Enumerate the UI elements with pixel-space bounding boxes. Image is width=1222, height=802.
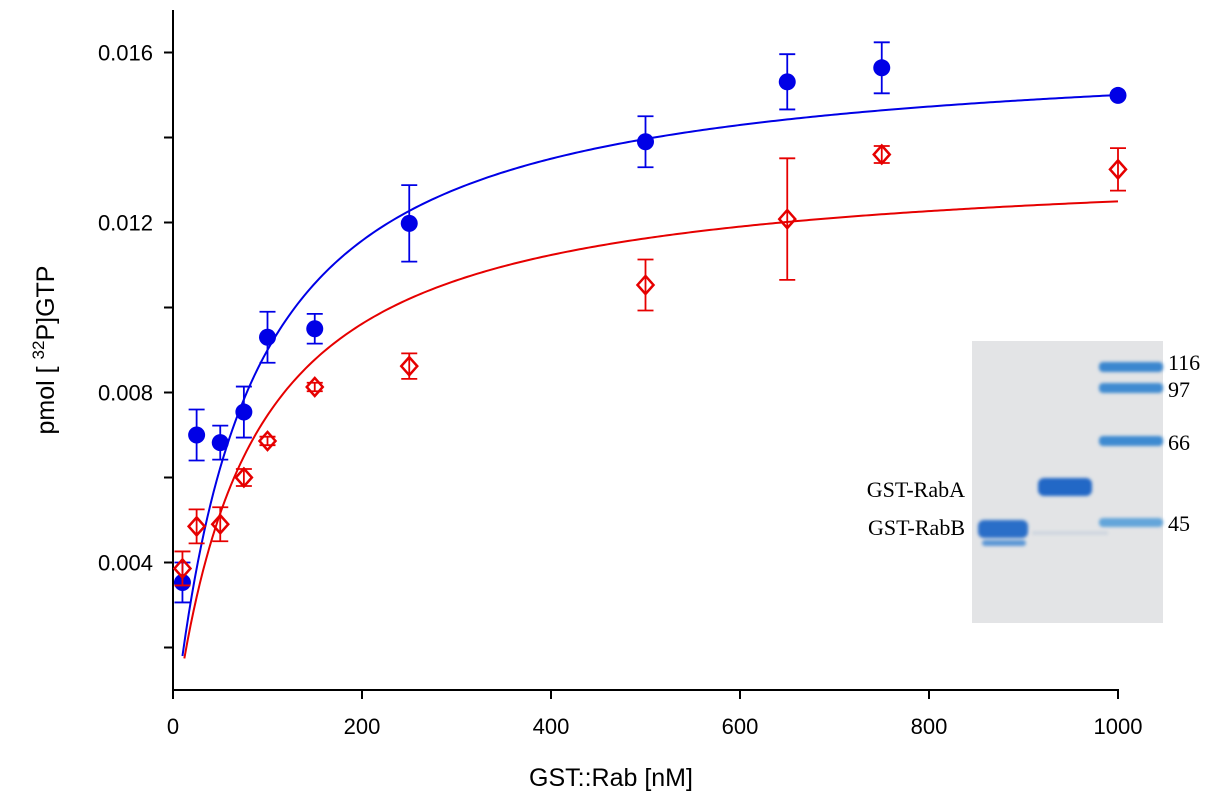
error-bar bbox=[1110, 148, 1126, 191]
lane-label: GST-RabA bbox=[867, 477, 965, 502]
gel-inset: GST-RabA GST-RabB 116 97 66 45 bbox=[867, 341, 1200, 623]
y-tick-label: 0.008 bbox=[98, 381, 153, 406]
y-title-sup: 32 bbox=[29, 341, 48, 360]
marker-label: 45 bbox=[1168, 511, 1190, 536]
marker-label: 66 bbox=[1168, 430, 1190, 455]
y-axis-title: pmol [ 32P]GTP bbox=[29, 266, 60, 435]
data-point bbox=[259, 329, 276, 346]
y-tick-label: 0.004 bbox=[98, 551, 153, 576]
error-bar bbox=[236, 469, 252, 486]
data-point bbox=[401, 215, 418, 232]
data-point bbox=[235, 404, 252, 421]
x-axis-title: GST::Rab [nM] bbox=[529, 764, 693, 792]
x-tick-label: 400 bbox=[533, 714, 570, 739]
data-point bbox=[873, 59, 890, 76]
chart: GST::Rab [nM] pmol [ 32P]GTP GST-RabA GS… bbox=[0, 0, 1222, 802]
x-tick-label: 800 bbox=[911, 714, 948, 739]
x-tick-label: 0 bbox=[167, 714, 179, 739]
data-point bbox=[637, 133, 654, 150]
y-title-part: pmol [ bbox=[32, 359, 60, 434]
data-point bbox=[212, 434, 229, 451]
page: {"chart_data": { "type": "scatter", "xla… bbox=[0, 0, 1222, 802]
data-point bbox=[1110, 87, 1127, 104]
data-point bbox=[306, 320, 323, 337]
data-point bbox=[188, 427, 205, 444]
x-tick-label: 600 bbox=[722, 714, 759, 739]
error-bar bbox=[874, 146, 890, 163]
x-tick-label: 1000 bbox=[1094, 714, 1143, 739]
marker-label: 97 bbox=[1168, 377, 1190, 402]
y-tick-label: 0.012 bbox=[98, 211, 153, 236]
x-tick-label: 200 bbox=[344, 714, 381, 739]
y-tick-label: 0.016 bbox=[98, 41, 153, 66]
data-point bbox=[779, 73, 796, 90]
error-bar bbox=[779, 158, 795, 280]
error-bar bbox=[638, 259, 654, 310]
y-title-part: P]GTP bbox=[32, 266, 60, 341]
marker-label: 116 bbox=[1168, 350, 1200, 375]
lane-label: GST-RabB bbox=[868, 515, 965, 540]
error-bar bbox=[212, 507, 228, 541]
